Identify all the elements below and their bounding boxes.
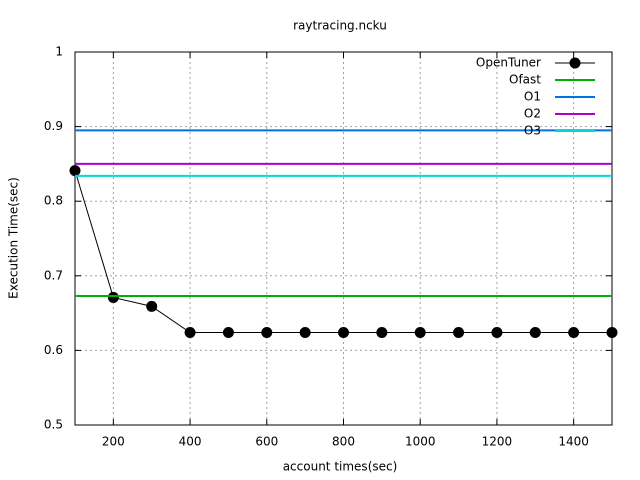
- data-point: [568, 326, 580, 338]
- data-point: [69, 165, 81, 177]
- x-tick-label: 1000: [405, 435, 436, 449]
- legend-label: O2: [524, 107, 541, 121]
- y-tick-label: 0.5: [44, 418, 63, 432]
- chart-title: raytracing.ncku: [293, 19, 387, 33]
- data-point: [491, 326, 503, 338]
- data-point: [146, 300, 158, 312]
- plot-frame: [74, 51, 613, 426]
- data-point: [529, 326, 541, 338]
- x-tick-label: 800: [332, 435, 355, 449]
- legend-label: OpenTuner: [476, 56, 541, 70]
- y-tick-label: 1: [55, 45, 63, 59]
- y-tick-label: 0.9: [44, 119, 63, 133]
- x-tick-label: 400: [179, 435, 202, 449]
- legend-label: Ofast: [509, 73, 541, 87]
- legend-label: O1: [524, 90, 541, 104]
- x-axis-label: account times(sec): [283, 460, 398, 474]
- data-point: [261, 326, 273, 338]
- data-point: [107, 291, 119, 303]
- legend-label: O3: [524, 124, 541, 138]
- data-point: [606, 326, 618, 338]
- data-point: [453, 326, 465, 338]
- y-axis-label: Execution Time(sec): [7, 177, 21, 299]
- data-point: [414, 326, 426, 338]
- y-tick-label: 0.8: [44, 194, 63, 208]
- data-point: [299, 326, 311, 338]
- data-point: [338, 326, 349, 338]
- data-point: [222, 326, 234, 338]
- x-tick-label: 1400: [558, 435, 589, 449]
- y-tick-label: 0.7: [44, 268, 63, 282]
- legend-swatch: [569, 57, 581, 69]
- data-point: [376, 326, 388, 338]
- x-tick-label: 600: [255, 435, 278, 449]
- x-tick-label: 1200: [482, 435, 513, 449]
- x-tick-label: 200: [102, 435, 125, 449]
- y-tick-label: 0.6: [44, 343, 63, 357]
- data-point: [184, 326, 196, 338]
